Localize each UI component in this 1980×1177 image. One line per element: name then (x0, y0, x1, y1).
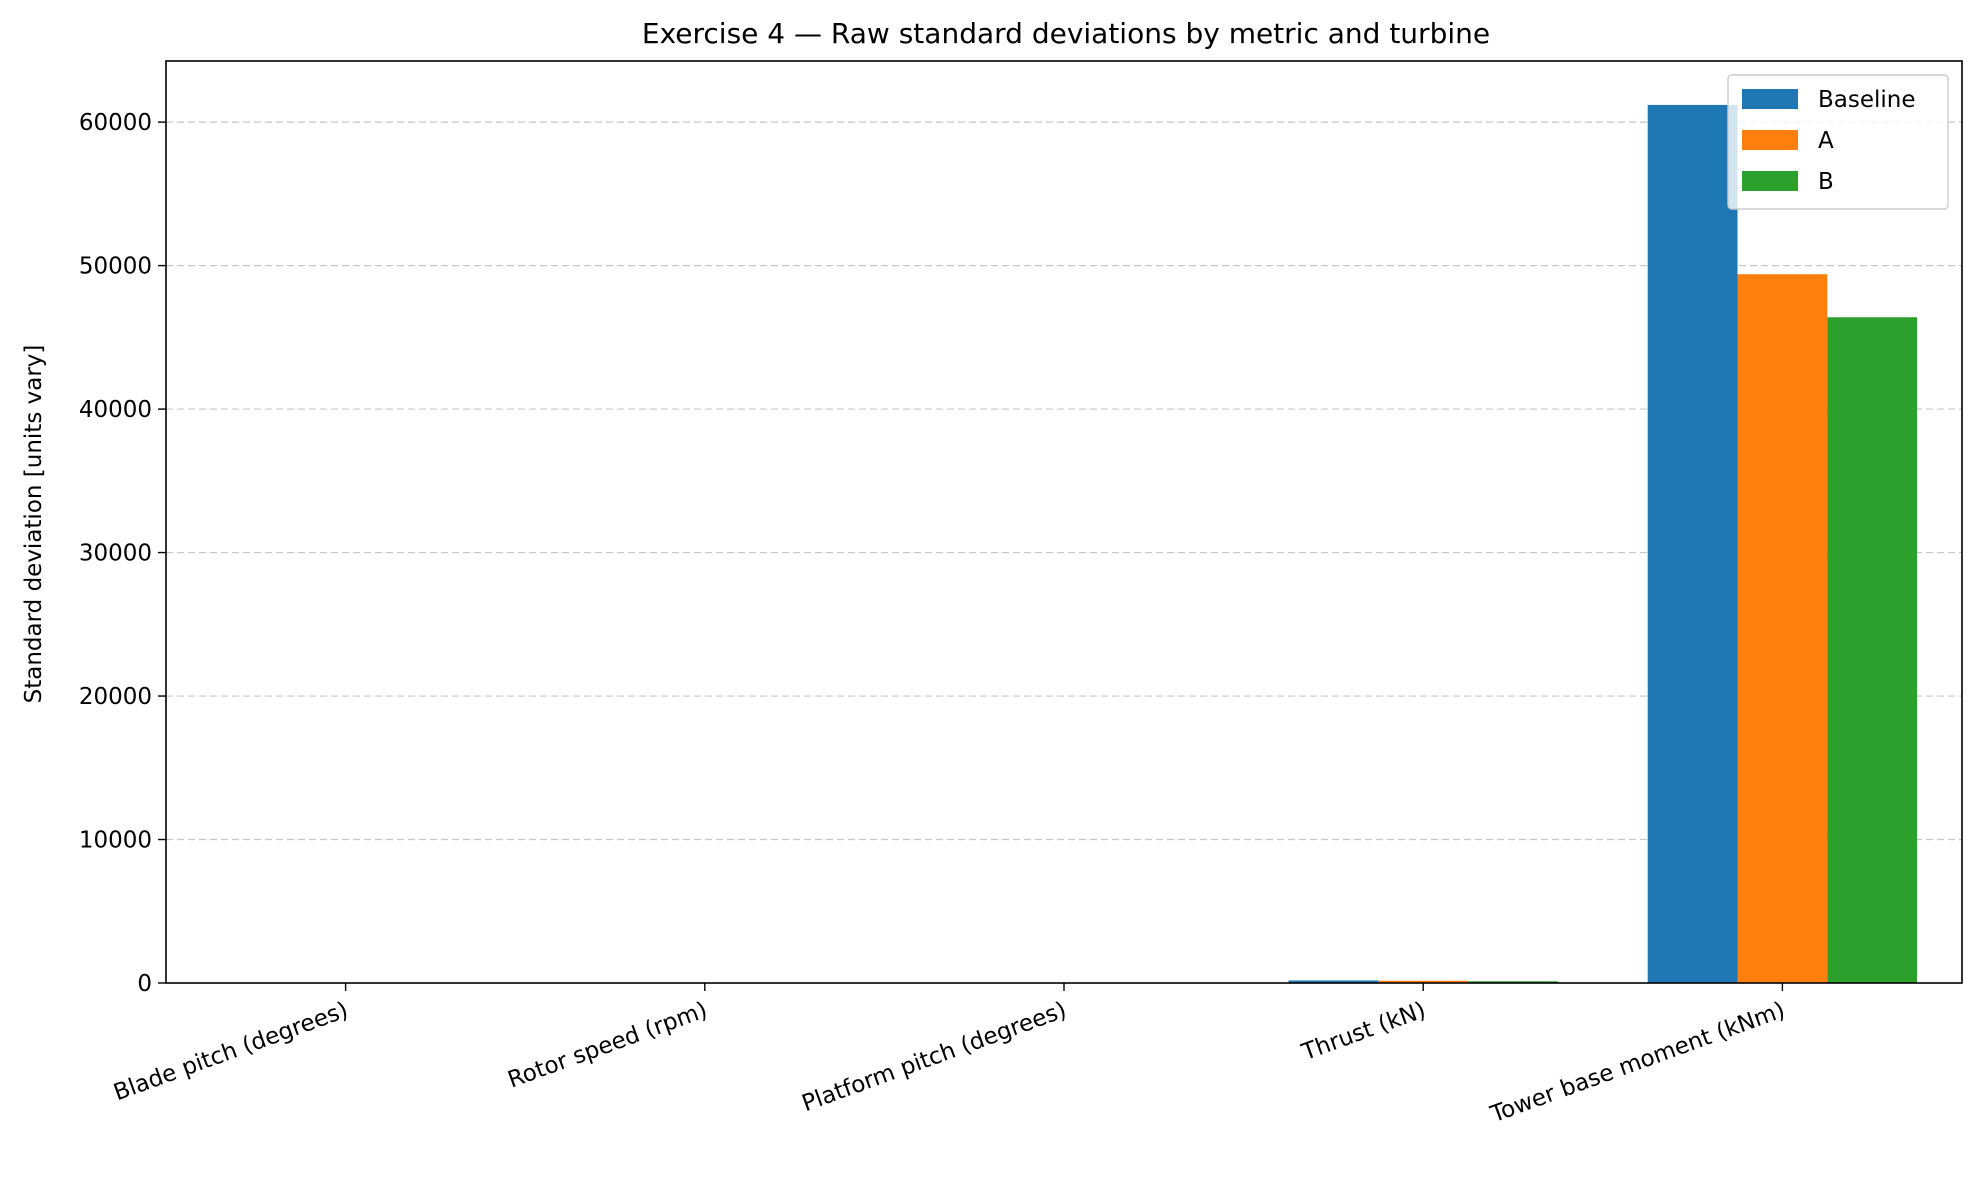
bar-a-thrust-kn (1378, 980, 1469, 983)
y-tick-label: 40000 (79, 397, 152, 423)
legend-swatch-a (1742, 130, 1798, 150)
legend: Baseline AB (1727, 74, 1949, 210)
y-axis-ticks: 0 10000 20000 30000 40000 50000 60000 (79, 110, 166, 997)
y-tick-label: 30000 (79, 541, 152, 567)
y-tick-label: 20000 (79, 684, 152, 710)
bars (210, 104, 1918, 983)
legend-label-baseline: Baseline (1818, 87, 1916, 113)
y-axis-label: Standard deviation [units vary] (21, 345, 47, 704)
bar-baseline-tower-base-moment-knm (1647, 104, 1738, 983)
y-tick-label: 10000 (79, 828, 152, 854)
y-tick-label: 0 (137, 971, 152, 997)
y-tick-label: 50000 (79, 254, 152, 280)
y-tick-label: 60000 (79, 110, 152, 136)
legend-label-b: B (1818, 169, 1834, 195)
legend-label-a: A (1818, 128, 1834, 154)
chart-title: Exercise 4 — Raw standard deviations by … (642, 17, 1490, 50)
bar-a-tower-base-moment-knm (1737, 274, 1828, 983)
legend-swatch-baseline (1742, 89, 1798, 109)
bar-b-tower-base-moment-knm (1827, 317, 1918, 983)
bar-baseline-thrust-kn (1288, 980, 1379, 983)
legend-swatch-b (1742, 171, 1798, 191)
bar-b-thrust-kn (1468, 981, 1558, 983)
